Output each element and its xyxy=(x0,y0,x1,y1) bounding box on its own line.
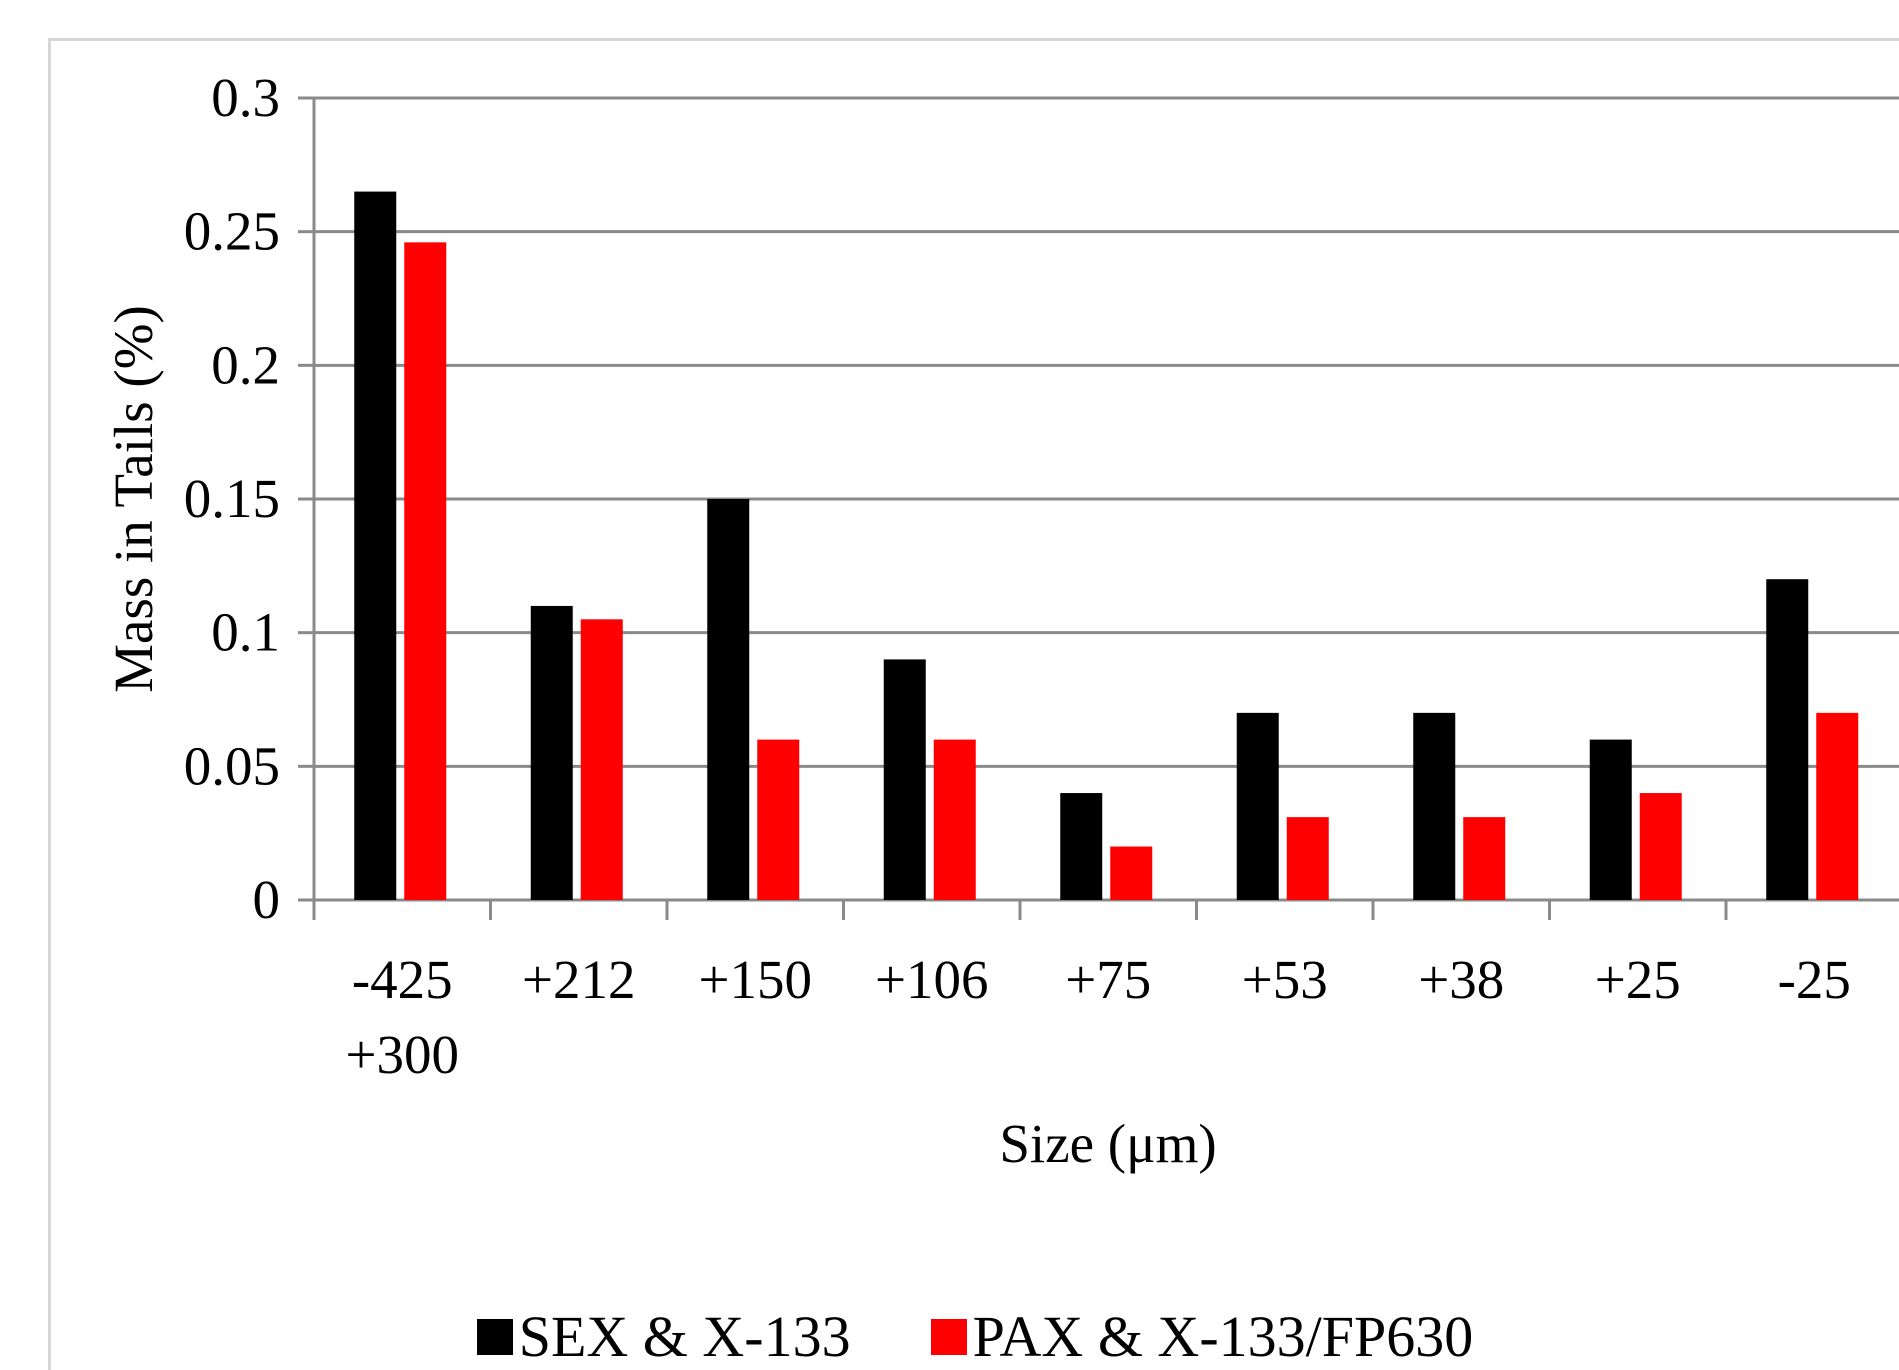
chart-legend: SEX & X-133 PAX & X-133/FP630 xyxy=(51,1303,1899,1370)
bar-series-1 xyxy=(1766,579,1809,900)
bar-series-1 xyxy=(354,191,397,901)
legend-label-series-1: SEX & X-133 xyxy=(518,1304,851,1369)
x-tick-label: +300 xyxy=(345,1024,459,1085)
legend-label-series-2: PAX & X-133/FP630 xyxy=(972,1304,1474,1369)
legend-swatch-series-2 xyxy=(930,1318,967,1355)
y-tick-label: 0.2 xyxy=(211,334,280,395)
chart-frame: SEX & X-133 PAX & X-133/FP630 xyxy=(48,38,1899,1370)
bar-series-1 xyxy=(883,659,926,900)
x-tick-label: +75 xyxy=(1065,949,1151,1010)
x-tick-label: +53 xyxy=(1242,949,1328,1010)
x-tick-label: +106 xyxy=(875,949,989,1010)
y-tick-label: 0.3 xyxy=(211,67,280,128)
y-axis-title: Mass in Tails (%) xyxy=(103,305,164,693)
bar-series-2 xyxy=(1463,817,1506,900)
bar-series-2 xyxy=(1286,817,1329,900)
x-tick-label: +25 xyxy=(1595,949,1681,1010)
y-tick-label: 0.15 xyxy=(184,468,280,529)
x-axis-title: Size (μm) xyxy=(999,1113,1216,1174)
bar-series-2 xyxy=(1816,712,1859,900)
x-tick-label: -425 xyxy=(352,949,453,1010)
y-tick-label: 0.05 xyxy=(184,735,280,796)
bar-series-2 xyxy=(757,739,800,900)
bar-series-2 xyxy=(404,242,447,901)
legend-item-series-1: SEX & X-133 xyxy=(476,1303,851,1370)
bar-series-1 xyxy=(1413,712,1456,900)
y-tick-label: 0.1 xyxy=(211,602,280,663)
y-tick-label: 0.25 xyxy=(184,201,280,262)
x-tick-label: +150 xyxy=(698,949,812,1010)
bar-series-1 xyxy=(707,499,750,900)
bar-series-2 xyxy=(1110,846,1153,900)
x-tick-label: +38 xyxy=(1418,949,1504,1010)
bar-series-1 xyxy=(530,605,573,900)
bar-series-2 xyxy=(1639,793,1682,900)
x-tick-label: +212 xyxy=(522,949,636,1010)
y-tick-label: 0 xyxy=(253,869,281,930)
legend-swatch-series-1 xyxy=(476,1318,513,1355)
legend-item-series-2: PAX & X-133/FP630 xyxy=(930,1303,1474,1370)
bar-series-2 xyxy=(580,619,623,900)
x-tick-label: -25 xyxy=(1778,949,1851,1010)
bar-series-1 xyxy=(1060,793,1103,900)
bar-series-2 xyxy=(933,739,976,900)
bar-series-1 xyxy=(1589,739,1632,900)
bar-series-1 xyxy=(1236,712,1279,900)
